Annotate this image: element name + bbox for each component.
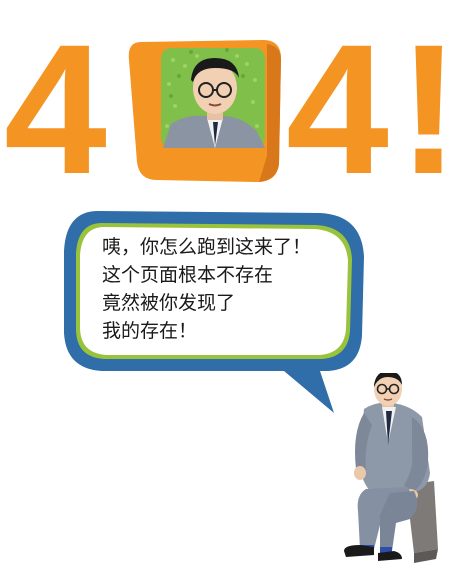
error-message-line: 我的存在！ (102, 320, 198, 342)
error-message: 咦，你怎么跑到这来了！ 这个页面根本不存在 竟然被你发现了 我的存在！ (102, 233, 342, 345)
error-message-line: 咦，你怎么跑到这来了！ (102, 236, 312, 258)
error-exclamation-mark: ! (398, 7, 458, 213)
error-404-headline: 4 (0, 0, 458, 213)
tv-zero-icon (127, 36, 283, 186)
sitting-man-illustration (330, 371, 450, 568)
error-message-line: 这个页面根本不存在 (102, 264, 274, 286)
speech-bubble-shape (64, 211, 364, 413)
speech-bubble: 咦，你怎么跑到这来了！ 这个页面根本不存在 竟然被你发现了 我的存在！ (58, 207, 370, 417)
error-message-line: 竟然被你发现了 (102, 292, 236, 314)
error-digit-four-left: 4 (4, 7, 107, 213)
error-digit-four-right: 4 (286, 7, 389, 213)
